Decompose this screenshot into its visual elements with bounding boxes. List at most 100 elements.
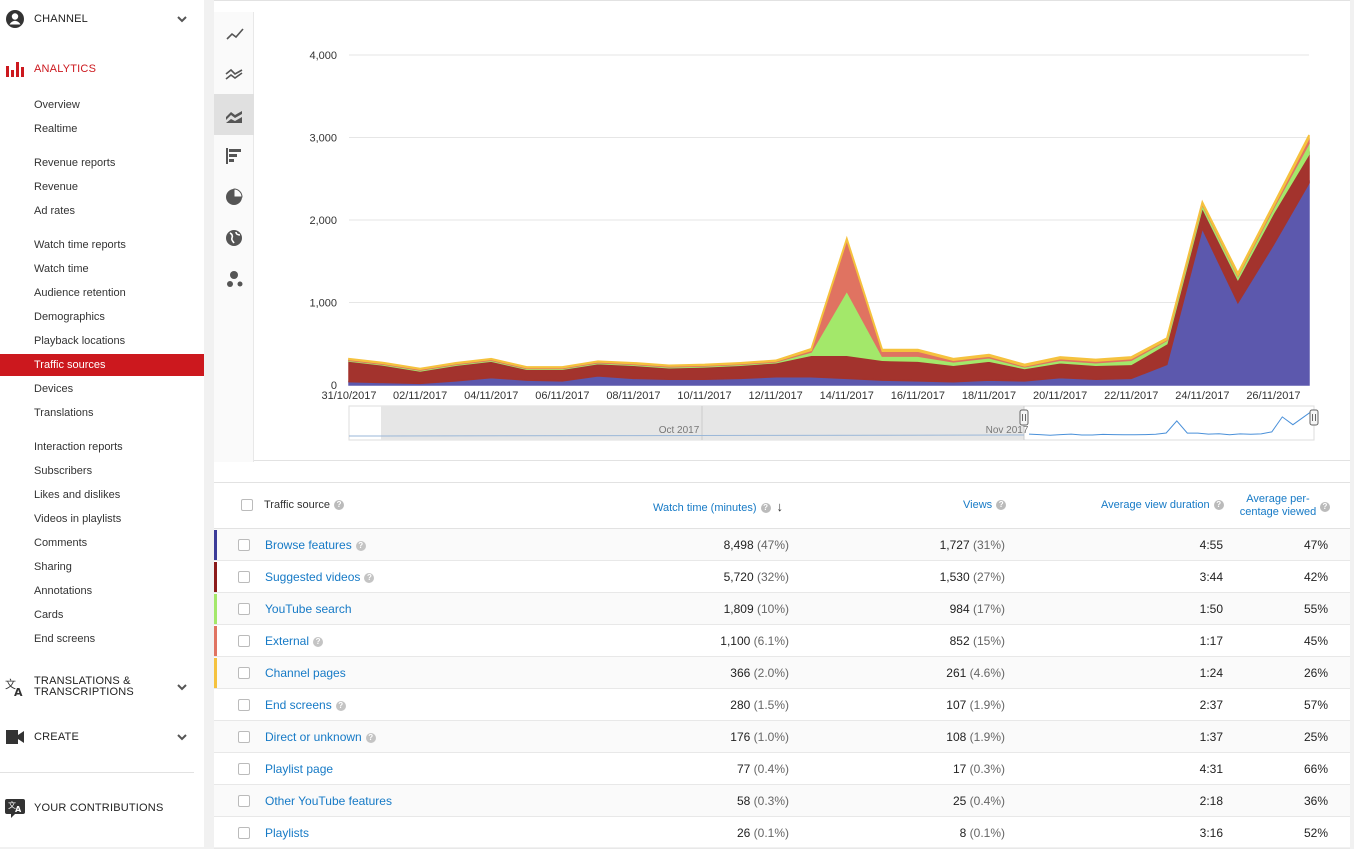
help-icon[interactable]: ? [1320,502,1330,512]
row-checkbox[interactable] [238,731,250,743]
sidebar-item-end-screens[interactable]: End screens [34,633,96,645]
sidebar-item-audience-retention[interactable]: Audience retention [34,287,126,299]
help-icon[interactable]: ? [365,732,376,743]
help-icon[interactable]: ? [996,500,1007,511]
traffic-sources-table: Traffic source? Watch time (minutes)? ↓ V… [214,482,1350,849]
header-views[interactable]: Views? [963,499,1007,511]
row-checkbox[interactable] [238,539,250,551]
navigator-right-handle[interactable] [1309,409,1319,426]
chart-type-globe-button[interactable] [214,217,254,258]
x-tick-label: 08/11/2017 [606,390,660,402]
header-avg-percentage-viewed[interactable]: Average per-centage viewed [1239,493,1317,518]
help-icon[interactable]: ? [364,572,375,583]
row-checkbox[interactable] [238,763,250,775]
help-icon[interactable]: ? [760,503,771,514]
row-checkbox[interactable] [238,827,250,839]
area-series-2[interactable] [348,142,1310,372]
create-section[interactable]: CREATE [0,722,204,752]
sidebar-item-playback-locations[interactable]: Playback locations [34,335,126,347]
row-checkbox[interactable] [238,795,250,807]
header-traffic-source[interactable]: Traffic source? [264,499,345,511]
sidebar-item-translations[interactable]: Translations [34,407,94,419]
sidebar-item-cards[interactable]: Cards [34,609,64,621]
chart-type-bubble-chart-button[interactable] [214,258,254,299]
sidebar-item-watch-time-reports[interactable]: Watch time reports [34,239,126,251]
sidebar-item-overview[interactable]: Overview [34,99,80,111]
watch-time-cell: 1,809 (10%) [723,602,789,616]
traffic-source-link[interactable]: End screens? [265,698,346,712]
table-header: Traffic source? Watch time (minutes)? ↓ V… [214,483,1350,529]
row-checkbox[interactable] [238,571,250,583]
chart-type-bar-chart-horizontal-button[interactable] [214,135,254,176]
chart-type-multi-line-chart-button[interactable] [214,53,254,94]
traffic-source-link[interactable]: External? [265,634,324,648]
sidebar-item-realtime[interactable]: Realtime [34,123,78,135]
sidebar-item-watch-time[interactable]: Watch time [34,263,89,275]
chart-type-line-chart-button[interactable] [214,12,254,53]
sidebar-item-comments[interactable]: Comments [34,537,88,549]
area-series-4[interactable] [348,134,1310,371]
header-watch-time[interactable]: Watch time (minutes)? ↓ [653,499,784,514]
views-cell: 261 (4.6%) [946,666,1005,680]
sidebar-item-likes-and-dislikes[interactable]: Likes and dislikes [34,489,121,501]
x-tick-label: 16/11/2017 [891,390,945,402]
sidebar-item-sharing[interactable]: Sharing [34,561,72,573]
traffic-source-link[interactable]: YouTube search [265,602,352,616]
chart-panel: 0 1,000 2,000 3,000 4,000 31/10/2017 02/11/201… [214,0,1350,462]
row-checkbox[interactable] [238,667,250,679]
globe-icon [226,229,242,246]
sort-desc-arrow-icon[interactable]: ↓ [776,499,784,514]
sidebar-item-subscribers[interactable]: Subscribers [34,465,93,477]
traffic-source-link[interactable]: Other YouTube features [265,794,392,808]
help-icon[interactable]: ? [313,636,324,647]
avg-duration-cell: 1:50 [1199,602,1223,616]
x-tick-label: 04/11/2017 [464,390,518,402]
watch-time-cell: 26 (0.1%) [736,826,789,840]
views-cell: 1,530 (27%) [939,570,1005,584]
traffic-source-link[interactable]: Browse features? [265,538,366,552]
x-tick-label: 14/11/2017 [820,390,874,402]
row-checkbox[interactable] [238,635,250,647]
select-all-checkbox[interactable] [241,499,253,511]
watch-time-cell: 77 (0.4%) [736,762,789,776]
traffic-source-link[interactable]: Suggested videos? [265,570,375,584]
navigator-left-handle[interactable] [1019,409,1029,426]
chevron-down-icon[interactable] [175,680,189,694]
sidebar-item-videos-in-playlists[interactable]: Videos in playlists [34,513,122,525]
avg-duration-cell: 4:55 [1199,538,1223,552]
header-avg-view-duration[interactable]: Average view duration? [1101,499,1224,511]
series-color-swatch [214,626,217,656]
avg-percentage-cell: 36% [1303,794,1328,808]
help-icon[interactable]: ? [334,500,345,511]
x-tick-label: 24/11/2017 [1175,390,1229,402]
traffic-source-link[interactable]: Channel pages [265,666,346,680]
sidebar-item-annotations[interactable]: Annotations [34,585,93,597]
help-icon[interactable]: ? [1213,500,1224,511]
views-cell: 8 (0.1%) [959,826,1005,840]
analytics-section[interactable]: ANALYTICS [0,54,204,84]
sidebar-item-devices[interactable]: Devices [34,383,74,395]
row-checkbox[interactable] [238,603,250,615]
chart-type-pie-chart-button[interactable] [214,176,254,217]
chevron-down-icon[interactable] [175,12,189,26]
chart-type-stacked-area-chart-button[interactable] [214,94,254,135]
views-cell: 25 (0.4%) [952,794,1005,808]
sidebar-item-ad-rates[interactable]: Ad rates [34,205,75,217]
x-tick-label: 31/10/2017 [321,390,376,402]
help-icon[interactable]: ? [355,540,366,551]
sidebar-item-traffic-sources[interactable]: Traffic sources [0,354,204,376]
sidebar-item-revenue-reports[interactable]: Revenue reports [34,157,116,169]
traffic-source-link[interactable]: Playlists [265,826,310,840]
help-icon[interactable]: ? [335,700,346,711]
sidebar-item-demographics[interactable]: Demographics [34,311,105,323]
traffic-source-link[interactable]: Direct or unknown? [265,730,376,744]
sidebar-item-revenue[interactable]: Revenue [34,181,79,193]
sidebar-item-interaction-reports[interactable]: Interaction reports [34,441,123,453]
chevron-down-icon[interactable] [175,730,189,744]
row-checkbox[interactable] [238,699,250,711]
channel-section[interactable]: CHANNEL [0,4,204,34]
traffic-source-link[interactable]: Playlist page [265,762,334,776]
